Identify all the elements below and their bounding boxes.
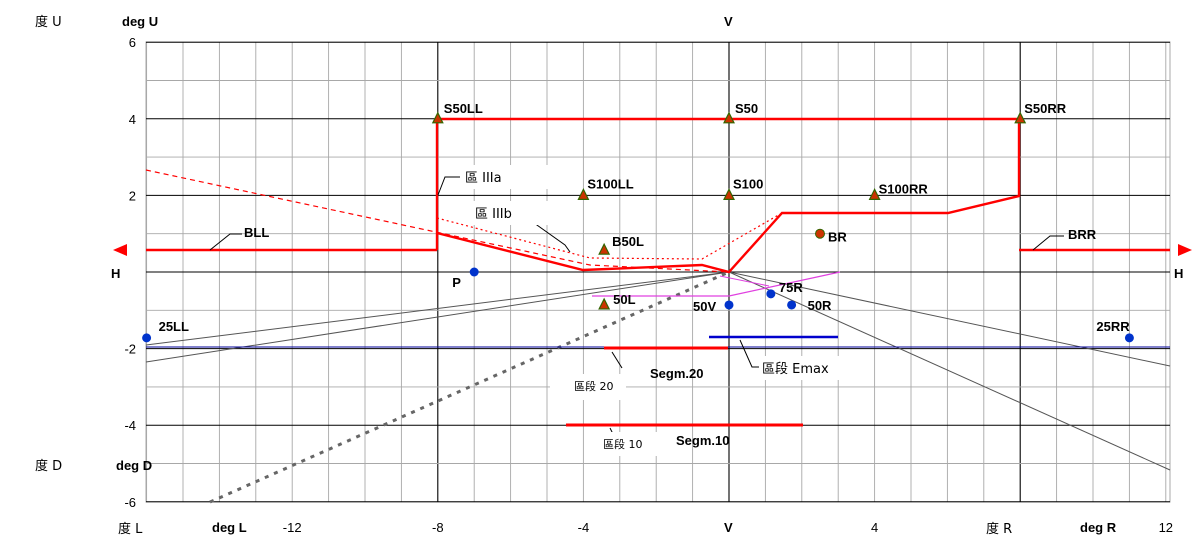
point-50v-label: 50V [693,299,716,314]
zone-IIIb-label: 區 IIIb [475,207,512,222]
zone-IIIa-label: 區 IIIa [465,171,502,186]
point-b50l-label: B50L [612,234,644,249]
brr-label: BRR [1068,227,1097,242]
point-br-marker [815,228,825,239]
bll-arrowhead [113,244,127,256]
point-25rr-label: 25RR [1096,319,1130,334]
emax-label-box [759,356,873,380]
zone-IIIa-leader [437,176,460,196]
brr-leader [1032,235,1064,251]
zone-IIIa-dashed-boundary [145,169,730,273]
point-50l-label: 50L [613,292,635,307]
point-25ll-label: 25LL [159,319,189,334]
point-25ll-marker [142,333,152,343]
zone-IIIb-dotted-boundary [436,212,783,260]
magenta-line-right [728,271,841,297]
cutoff-line-left-upper [145,271,730,346]
deg-left-label: deg L [212,520,247,535]
segm20-leader [611,351,623,369]
brr-arrowhead [1178,244,1192,256]
x-tick-label: 12 [1159,520,1173,535]
point-br-label: BR [828,230,847,245]
zone-IIIa-label-box [461,165,555,189]
point-50r-marker [787,300,797,310]
segment-10-label: Segm.10 [676,433,729,448]
axis-ticks: -12 -8 -4 4 12 6 4 2 -2 -4 -6 [124,35,1173,535]
magenta-line-small [719,275,770,287]
y-tick-label: 4 [129,112,136,127]
bll-leader [209,233,242,251]
point-s50-marker [723,111,735,124]
cutoff-line-right-lower [728,271,1171,471]
segment-emax-cjk-label: 區段 Emax [762,362,829,377]
vertical-axis-top-label: V [724,14,733,29]
point-s50rr-marker [1014,111,1027,124]
zone-IIIb-label-box [471,201,565,225]
x-tick-label: -4 [578,520,590,535]
deg-up-label: deg U [122,14,158,29]
callout-leaders [209,176,1064,441]
diagonal-dotted-line [209,270,730,504]
point-50l-marker [598,297,611,310]
point-s50ll-label: S50LL [444,101,483,116]
segment-10-cjk-label: 區段 10 [603,437,643,451]
point-b50l-marker [598,242,611,255]
point-s50-label: S50 [735,101,758,116]
emax-leader [739,339,760,368]
point-s100ll-marker [577,188,590,200]
deg-up-cjk-label: 度 U [35,14,62,30]
segm10-label-box [586,432,670,456]
point-s100rr-marker [868,188,881,200]
point-s100rr-label: S100RR [879,181,929,196]
point-s100-label: S100 [733,176,763,191]
bll-label: BLL [244,225,269,240]
y-tick-label: 2 [129,188,136,203]
x-tick-label: -8 [432,520,444,535]
vertical-axis-bottom-label: V [724,520,733,535]
horizontal-axis-right-label: H [1174,266,1183,281]
point-s100-marker [723,188,735,200]
y-tick-label: -4 [124,418,136,433]
point-p-label: P [452,275,461,290]
point-s50ll-marker [431,111,444,124]
deg-right-label: deg R [1080,520,1117,535]
point-s100ll-label: S100LL [587,176,633,191]
point-50r-label: 50R [808,298,832,313]
y-tick-label: -6 [124,495,136,510]
segment-20-label: Segm.20 [650,366,703,381]
y-tick-label: 6 [129,35,136,50]
x-tick-label: -12 [283,520,302,535]
deg-down-cjk-label: 度 D [35,458,62,474]
horizontal-axis-left-label: H [111,266,120,281]
test-points: S50LL S50 S50RR S100LL S100 S100RR B50L 50L BR P 2… [142,101,1134,343]
point-75r-marker [766,289,776,299]
segment-20-cjk-label: 區段 20 [574,379,614,393]
point-50v-marker [724,300,734,310]
point-75r-label: 75R [779,280,803,295]
deg-down-label: deg D [116,458,152,473]
point-s50rr-label: S50RR [1024,101,1067,116]
point-p-marker [469,267,479,277]
deg-left-cjk-label: 度 L [118,521,143,537]
point-25rr-marker [1124,333,1134,343]
x-tick-label: 4 [871,520,878,535]
cutoff-line-right-upper [728,271,1171,367]
cutoff-lines [145,270,1171,504]
deg-right-cjk-label: 度 R [986,521,1012,537]
y-tick-label: -2 [124,342,136,357]
segm20-label-box [550,374,626,400]
